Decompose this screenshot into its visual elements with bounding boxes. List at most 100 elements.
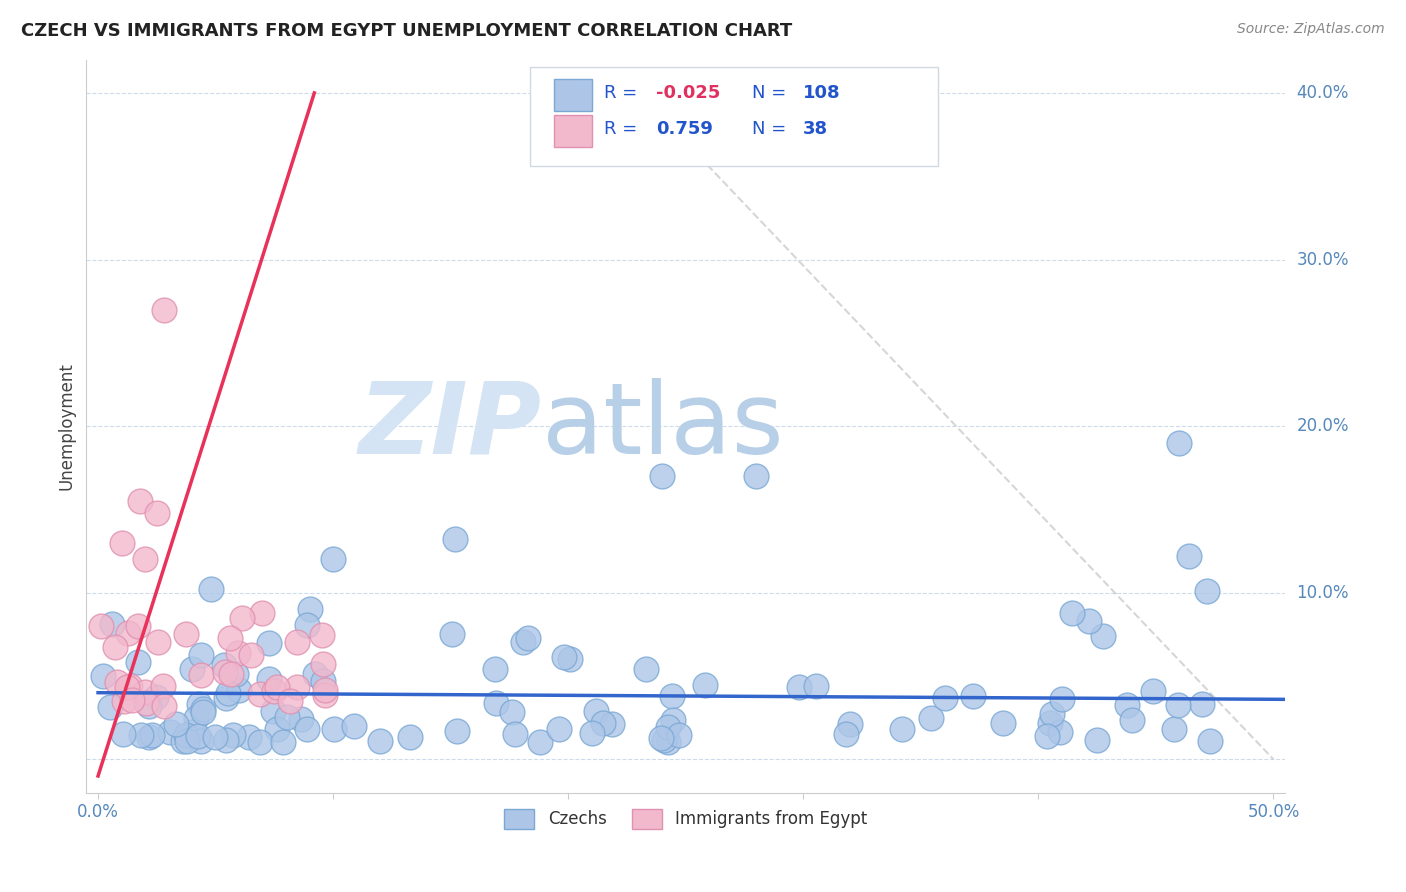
Point (285, 635, 308, 649)
Point (127, 618, 149, 632)
Text: -0.025: -0.025 (655, 85, 720, 103)
Point (991, 715, 1014, 730)
Text: 108: 108 (803, 85, 841, 103)
Point (100, 700, 122, 714)
Point (257, 672, 280, 686)
Point (444, 532, 467, 546)
Point (585, 704, 607, 718)
Point (146, 506, 169, 520)
Point (592, 715, 614, 730)
Text: 40.0%: 40.0% (1296, 84, 1348, 102)
Point (91, 669, 114, 683)
Point (312, 674, 335, 689)
Point (215, 690, 238, 705)
Point (129, 494, 152, 508)
Point (1121, 713, 1143, 727)
Point (368, 734, 391, 748)
Point (200, 582, 222, 596)
Point (1035, 729, 1057, 743)
Point (304, 667, 326, 681)
Point (484, 662, 506, 676)
Point (212, 657, 235, 672)
Point (298, 602, 321, 616)
Point (512, 635, 534, 649)
Point (176, 733, 198, 747)
Point (145, 690, 167, 705)
Point (1142, 683, 1164, 698)
FancyBboxPatch shape (554, 114, 592, 147)
Point (650, 731, 672, 745)
Point (153, 302, 176, 317)
Point (172, 734, 194, 748)
Text: Source: ZipAtlas.com: Source: ZipAtlas.com (1237, 22, 1385, 37)
Point (219, 667, 242, 681)
Point (222, 728, 245, 742)
Point (503, 727, 526, 741)
Text: N =: N = (752, 85, 792, 103)
Point (657, 720, 679, 734)
Point (90, 619, 112, 633)
Point (1087, 733, 1109, 747)
Point (558, 652, 581, 666)
Point (581, 726, 603, 740)
FancyBboxPatch shape (554, 78, 592, 111)
Point (100, 617, 122, 632)
Point (250, 606, 273, 620)
Point (312, 657, 335, 671)
Point (152, 679, 174, 693)
Point (278, 694, 301, 708)
Point (228, 682, 250, 697)
Point (112, 726, 135, 740)
Point (1116, 698, 1139, 712)
Point (121, 692, 143, 706)
Point (600, 717, 623, 731)
Point (190, 734, 212, 748)
Point (652, 732, 675, 747)
Legend: Czechs, Immigrants from Egypt: Czechs, Immigrants from Egypt (498, 802, 873, 836)
Point (187, 729, 209, 743)
Point (239, 648, 262, 662)
Point (891, 722, 914, 736)
Point (290, 713, 312, 727)
Point (311, 627, 333, 641)
Point (661, 689, 683, 703)
Point (134, 552, 156, 566)
Point (231, 611, 253, 625)
Point (112, 693, 135, 707)
Point (693, 677, 716, 691)
Point (1040, 706, 1063, 721)
Point (165, 717, 187, 731)
Point (181, 662, 204, 676)
Point (249, 735, 271, 749)
Point (322, 552, 344, 566)
Point (297, 722, 319, 736)
Point (105, 675, 128, 690)
Point (188, 697, 211, 711)
Point (1060, 606, 1083, 620)
Point (1178, 549, 1201, 564)
Point (190, 668, 212, 682)
Point (1168, 435, 1191, 450)
Point (262, 704, 284, 718)
Point (225, 667, 247, 681)
Point (181, 724, 204, 739)
Point (440, 627, 463, 641)
Point (553, 649, 575, 664)
Point (134, 685, 156, 699)
Point (273, 734, 295, 748)
Point (104, 640, 127, 655)
Point (263, 684, 285, 698)
Point (117, 680, 139, 694)
Point (257, 636, 280, 650)
Point (314, 682, 336, 697)
Point (174, 626, 197, 640)
Text: 10.0%: 10.0% (1296, 583, 1348, 602)
Point (1167, 698, 1189, 713)
Point (295, 618, 318, 632)
Point (146, 635, 169, 649)
Point (838, 717, 860, 731)
Point (1091, 629, 1114, 643)
Point (217, 686, 239, 700)
Point (314, 688, 336, 702)
Text: 0.759: 0.759 (655, 120, 713, 138)
